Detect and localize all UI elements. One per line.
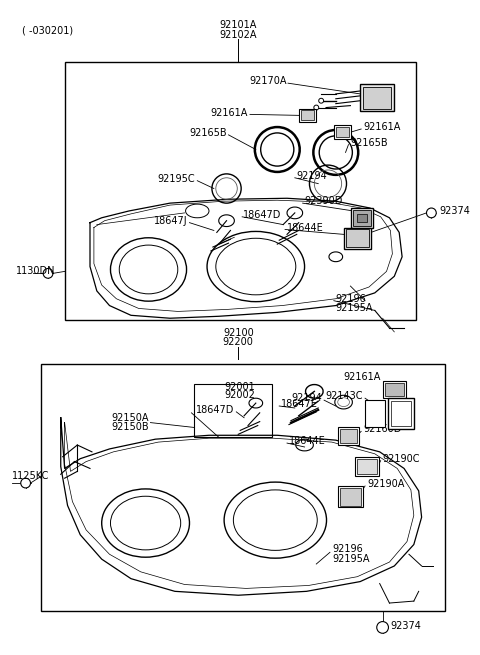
Bar: [357, 458, 377, 474]
Text: 92101A: 92101A: [219, 20, 257, 29]
Bar: [384, 383, 404, 396]
Text: 92160D: 92160D: [363, 424, 401, 434]
Bar: [363, 87, 391, 109]
Circle shape: [319, 98, 324, 103]
Text: 92102A: 92102A: [219, 29, 257, 39]
Bar: [353, 210, 371, 225]
Text: 92195A: 92195A: [336, 303, 373, 312]
Bar: [300, 111, 314, 121]
Text: 92195A: 92195A: [332, 554, 370, 564]
Text: 92161A: 92161A: [363, 122, 400, 132]
Text: 92390D: 92390D: [305, 196, 343, 206]
Text: 92194: 92194: [291, 393, 322, 403]
Text: 92165B: 92165B: [189, 128, 227, 138]
Text: 92200: 92200: [223, 337, 254, 346]
Bar: [391, 401, 411, 426]
Bar: [346, 229, 369, 247]
Text: 18647E: 18647E: [281, 399, 318, 409]
Text: 92161A: 92161A: [343, 372, 381, 382]
Circle shape: [377, 622, 388, 633]
Text: ( -030201): ( -030201): [22, 26, 73, 35]
Bar: [383, 381, 406, 398]
Text: 92190A: 92190A: [367, 479, 404, 489]
Bar: [65, 62, 416, 320]
Text: 92165B: 92165B: [350, 138, 388, 147]
Circle shape: [43, 269, 53, 278]
Bar: [365, 400, 384, 428]
Bar: [299, 109, 316, 122]
Bar: [340, 430, 357, 443]
Bar: [344, 227, 371, 249]
Circle shape: [314, 105, 319, 110]
Bar: [388, 398, 414, 430]
Text: 92196: 92196: [332, 544, 362, 554]
Bar: [338, 486, 363, 508]
Text: 92194: 92194: [297, 171, 327, 181]
Text: 92170A: 92170A: [250, 76, 287, 86]
Text: 92100: 92100: [223, 328, 253, 338]
Text: 92196: 92196: [336, 293, 367, 304]
Bar: [194, 384, 272, 438]
Text: 92001: 92001: [225, 381, 255, 392]
Bar: [360, 84, 394, 111]
Bar: [355, 457, 379, 476]
Bar: [334, 125, 351, 139]
Bar: [357, 214, 367, 221]
Text: 1125KC: 1125KC: [12, 471, 49, 481]
Bar: [41, 364, 445, 611]
Circle shape: [427, 208, 436, 217]
Text: 92195C: 92195C: [158, 174, 195, 184]
Text: 92002: 92002: [225, 390, 256, 400]
Text: 92150A: 92150A: [111, 413, 148, 422]
Text: 18647D: 18647D: [196, 405, 234, 415]
Text: 18647J: 18647J: [154, 215, 188, 226]
Text: 18644E: 18644E: [287, 223, 324, 233]
Text: 1130DN: 1130DN: [16, 267, 55, 276]
Text: 92190C: 92190C: [383, 454, 420, 464]
Text: 92374: 92374: [390, 622, 421, 631]
Text: 18647D: 18647D: [243, 210, 281, 220]
Circle shape: [21, 478, 31, 488]
Text: 92374: 92374: [439, 206, 470, 216]
Text: 92143C: 92143C: [325, 391, 363, 402]
Text: 18644E: 18644E: [289, 436, 326, 446]
Text: 92150B: 92150B: [111, 422, 148, 432]
Bar: [351, 208, 373, 227]
Bar: [340, 488, 361, 506]
Bar: [336, 127, 349, 137]
Bar: [338, 428, 359, 445]
Text: 92161A: 92161A: [211, 109, 248, 119]
